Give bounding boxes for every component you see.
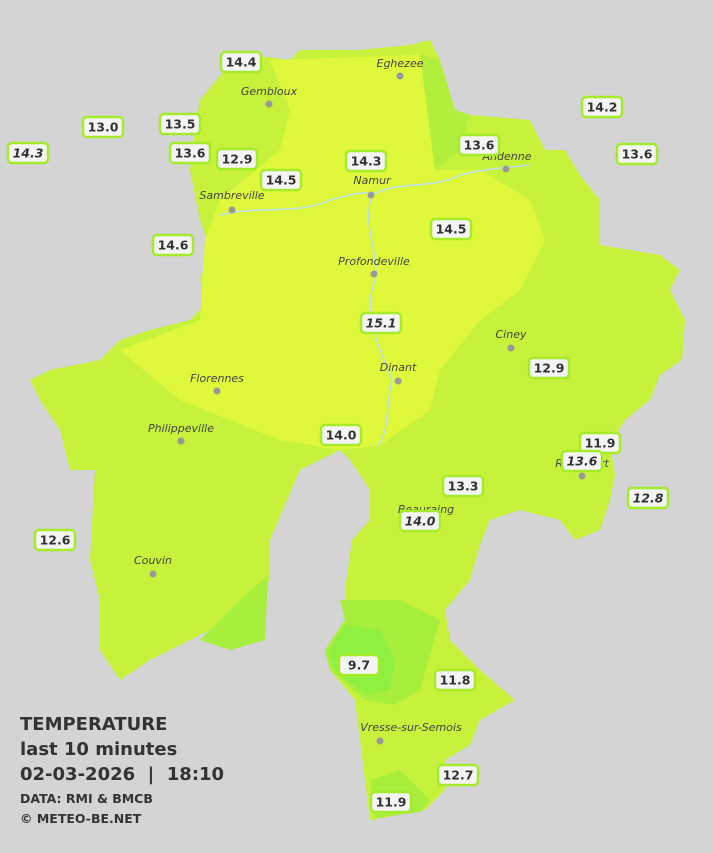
station-box bbox=[151, 233, 195, 257]
station-value: 14.2 bbox=[587, 100, 618, 115]
city-dot bbox=[396, 72, 404, 80]
station-value: 12.9 bbox=[222, 152, 253, 167]
city-name: Couvin bbox=[134, 554, 172, 567]
station-box bbox=[398, 509, 442, 533]
station-value: 12.9 bbox=[534, 361, 565, 376]
city-name: Vresse-sur-Semois bbox=[360, 721, 462, 734]
station-box bbox=[433, 668, 477, 692]
station-value: 13.5 bbox=[165, 117, 196, 132]
legend-subtitle: last 10 minutes bbox=[20, 739, 177, 760]
city-name: Eghezee bbox=[377, 57, 424, 70]
city-name: Philippeville bbox=[148, 422, 214, 435]
station-box bbox=[369, 790, 413, 814]
city-dot bbox=[228, 206, 236, 214]
legend-source: DATA: RMI & BMCB bbox=[20, 791, 153, 806]
city-dot bbox=[213, 387, 221, 395]
station-box bbox=[33, 528, 77, 552]
station-box bbox=[436, 763, 480, 787]
station-value: 15.1 bbox=[366, 316, 397, 331]
station-box bbox=[457, 133, 501, 157]
station-value: 14.5 bbox=[436, 222, 467, 237]
station-box bbox=[259, 168, 303, 192]
station-box bbox=[215, 147, 259, 171]
station-value: 9.7 bbox=[348, 658, 370, 673]
city-dot bbox=[394, 377, 402, 385]
warm-zone bbox=[120, 55, 545, 450]
station-value: 11.9 bbox=[376, 795, 407, 810]
city-name: Florennes bbox=[190, 372, 244, 385]
station-value: 13.6 bbox=[464, 138, 495, 153]
city-dot bbox=[502, 165, 510, 173]
legend: TEMPERATURE last 10 minutes 02-03-2026 |… bbox=[20, 714, 224, 826]
station-value: 14.5 bbox=[266, 173, 297, 188]
city-dot bbox=[376, 737, 384, 745]
station-value: 11.9 bbox=[585, 436, 616, 451]
station-box bbox=[615, 142, 659, 166]
city-dot bbox=[507, 344, 515, 352]
cool-zone bbox=[420, 55, 470, 170]
station-box bbox=[219, 50, 263, 74]
station-value: 14.4 bbox=[226, 55, 257, 70]
station-box bbox=[441, 474, 485, 498]
city-dot bbox=[177, 437, 185, 445]
city-name: Profondeville bbox=[338, 255, 410, 268]
city-dot bbox=[578, 472, 586, 480]
station-value: 14.0 bbox=[405, 514, 436, 529]
station-box bbox=[158, 112, 202, 136]
city-name: Namur bbox=[353, 174, 392, 187]
city-dot bbox=[265, 100, 273, 108]
station-box bbox=[626, 486, 670, 510]
station-box bbox=[429, 217, 473, 241]
station-value: 13.6 bbox=[622, 147, 653, 162]
station-value: 13.6 bbox=[175, 146, 206, 161]
station-value: 13.3 bbox=[448, 479, 479, 494]
station-box bbox=[527, 356, 571, 380]
legend-title: TEMPERATURE bbox=[20, 714, 167, 735]
station-box bbox=[168, 141, 212, 165]
station-value: 13.0 bbox=[88, 120, 119, 135]
station-value: 14.6 bbox=[158, 238, 189, 253]
city-name: Ciney bbox=[496, 328, 527, 341]
station-box bbox=[81, 115, 125, 139]
legend-datetime: 02-03-2026 | 18:10 bbox=[20, 764, 224, 785]
city-dot bbox=[367, 191, 375, 199]
station-value: 12.7 bbox=[443, 768, 474, 783]
station-box bbox=[337, 653, 381, 677]
city-dot bbox=[149, 570, 157, 578]
station-box bbox=[319, 423, 363, 447]
station-value: 11.8 bbox=[440, 673, 471, 688]
city-dot bbox=[370, 270, 378, 278]
station-value: 14.0 bbox=[326, 428, 357, 443]
legend-credit: © METEO-BE.NET bbox=[20, 811, 142, 826]
station-box bbox=[560, 449, 604, 473]
city-name: Sambreville bbox=[199, 189, 264, 202]
station-value: 12.8 bbox=[633, 491, 664, 506]
station-value: 14.3 bbox=[351, 154, 382, 169]
station-value: 12.6 bbox=[40, 533, 71, 548]
cool-zone bbox=[200, 575, 268, 650]
city-name: Dinant bbox=[380, 361, 417, 374]
city-name: Gembloux bbox=[241, 85, 298, 98]
station-box bbox=[359, 311, 403, 335]
station-value: 13.6 bbox=[567, 454, 598, 469]
station-box bbox=[6, 141, 50, 165]
station-box bbox=[344, 149, 388, 173]
station-value: 14.3 bbox=[13, 146, 44, 161]
station-box bbox=[580, 95, 624, 119]
